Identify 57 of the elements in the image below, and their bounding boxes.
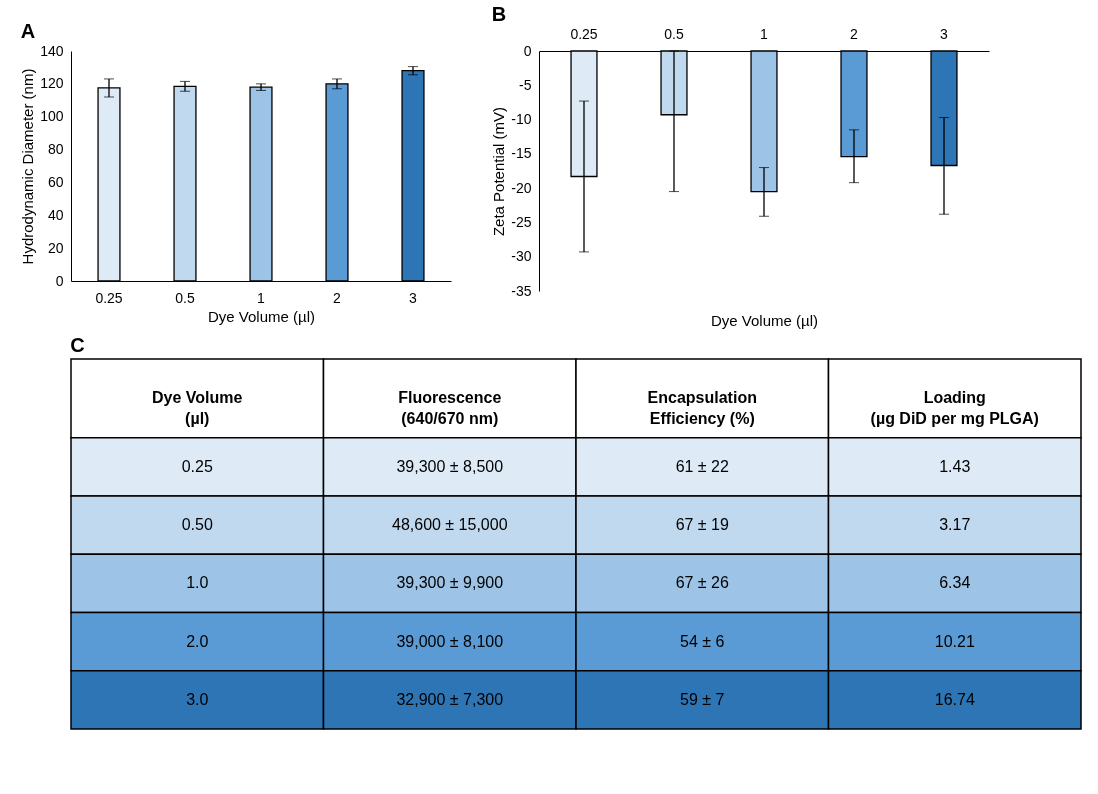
y-tick-label: 40 <box>47 206 64 223</box>
y-tick-label: 60 <box>47 173 64 190</box>
chart-title: B <box>491 3 507 25</box>
x-tick-label: 0.25 <box>570 25 598 42</box>
category-label: 0.50 <box>181 516 213 534</box>
y-tick-label: -25 <box>511 213 532 230</box>
x-tick-label: 3 <box>940 25 949 42</box>
category-label: 1.0 <box>186 574 209 592</box>
x-tick-label: 3 <box>409 289 418 306</box>
y-axis-title: Zeta Potential (mV) <box>490 106 508 237</box>
x-tick-label: 2 <box>850 25 859 42</box>
y-tick-label: -10 <box>511 111 532 128</box>
text: 6.34 <box>939 574 971 592</box>
chart-title: A <box>20 20 36 42</box>
x-tick-label: 0.5 <box>664 25 684 42</box>
text: 67 ± 19 <box>675 516 729 534</box>
text: 67 ± 26 <box>675 574 729 592</box>
y-tick-label: 100 <box>40 108 64 125</box>
text: 39,000 ± 8,100 <box>396 632 504 650</box>
text: 54 ± 6 <box>680 632 725 650</box>
y-tick-label: 80 <box>47 141 64 158</box>
y-tick-label: 140 <box>40 42 64 59</box>
text: 3.17 <box>939 516 971 534</box>
text: 59 ± 7 <box>680 690 725 708</box>
text: Dye Volume (µl) <box>152 389 243 428</box>
text: 61 ± 22 <box>675 457 729 475</box>
text: 39,300 ± 8,500 <box>396 457 504 475</box>
y-tick-label: -5 <box>519 76 532 93</box>
category-label: 0.25 <box>181 457 213 475</box>
y-axis-title: Hydrodynamic Diameter (nm) <box>19 68 37 265</box>
text: Encapsulation Efficiency (%) <box>647 389 757 428</box>
x-tick-label: 1 <box>760 25 769 42</box>
y-tick-label: -20 <box>511 179 532 196</box>
y-tick-label: 20 <box>47 239 64 256</box>
text: 1.43 <box>939 457 971 475</box>
text: C <box>70 334 85 357</box>
text: Fluorescence (640/670 nm) <box>398 389 502 428</box>
y-tick-label: 120 <box>40 75 64 92</box>
text: 32,900 ± 7,300 <box>396 690 504 708</box>
category-label: 3.0 <box>186 690 209 708</box>
text: 48,600 ± 15,000 <box>391 516 508 534</box>
category-label: 2.0 <box>186 632 209 650</box>
text: 10.21 <box>934 632 975 650</box>
x-tick-label: 0.25 <box>95 289 123 306</box>
text: 16.74 <box>934 690 975 708</box>
y-tick-label: 0 <box>523 42 532 59</box>
y-tick-label: -30 <box>511 248 532 265</box>
x-tick-label: 0.5 <box>175 289 195 306</box>
y-tick-label: 0 <box>55 272 64 289</box>
y-tick-label: -35 <box>511 282 532 299</box>
x-tick-label: 1 <box>257 289 266 306</box>
y-tick-label: -15 <box>511 145 532 162</box>
text: Loading (µg DiD per mg PLGA) <box>870 389 1039 428</box>
x-axis-title: Dye Volume (µl) <box>207 307 316 325</box>
text: 39,300 ± 9,900 <box>396 574 504 592</box>
x-axis-title: Dye Volume (µl) <box>710 311 819 329</box>
x-tick-label: 2 <box>333 289 342 306</box>
